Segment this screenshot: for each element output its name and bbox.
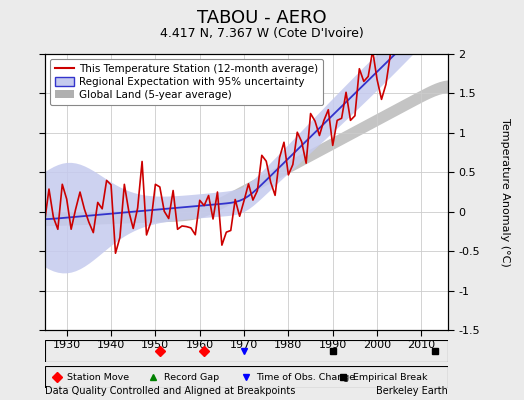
Text: Time of Obs. Change: Time of Obs. Change	[256, 372, 355, 382]
Text: Data Quality Controlled and Aligned at Breakpoints: Data Quality Controlled and Aligned at B…	[45, 386, 295, 396]
Y-axis label: Temperature Anomaly (°C): Temperature Anomaly (°C)	[499, 118, 509, 266]
Text: Record Gap: Record Gap	[163, 372, 219, 382]
Text: Empirical Break: Empirical Break	[353, 372, 428, 382]
Text: 4.417 N, 7.367 W (Cote D'Ivoire): 4.417 N, 7.367 W (Cote D'Ivoire)	[160, 28, 364, 40]
Text: Berkeley Earth: Berkeley Earth	[376, 386, 448, 396]
Text: Station Move: Station Move	[67, 372, 129, 382]
Legend: This Temperature Station (12-month average), Regional Expectation with 95% uncer: This Temperature Station (12-month avera…	[50, 59, 323, 105]
Text: TABOU - AERO: TABOU - AERO	[197, 9, 327, 27]
